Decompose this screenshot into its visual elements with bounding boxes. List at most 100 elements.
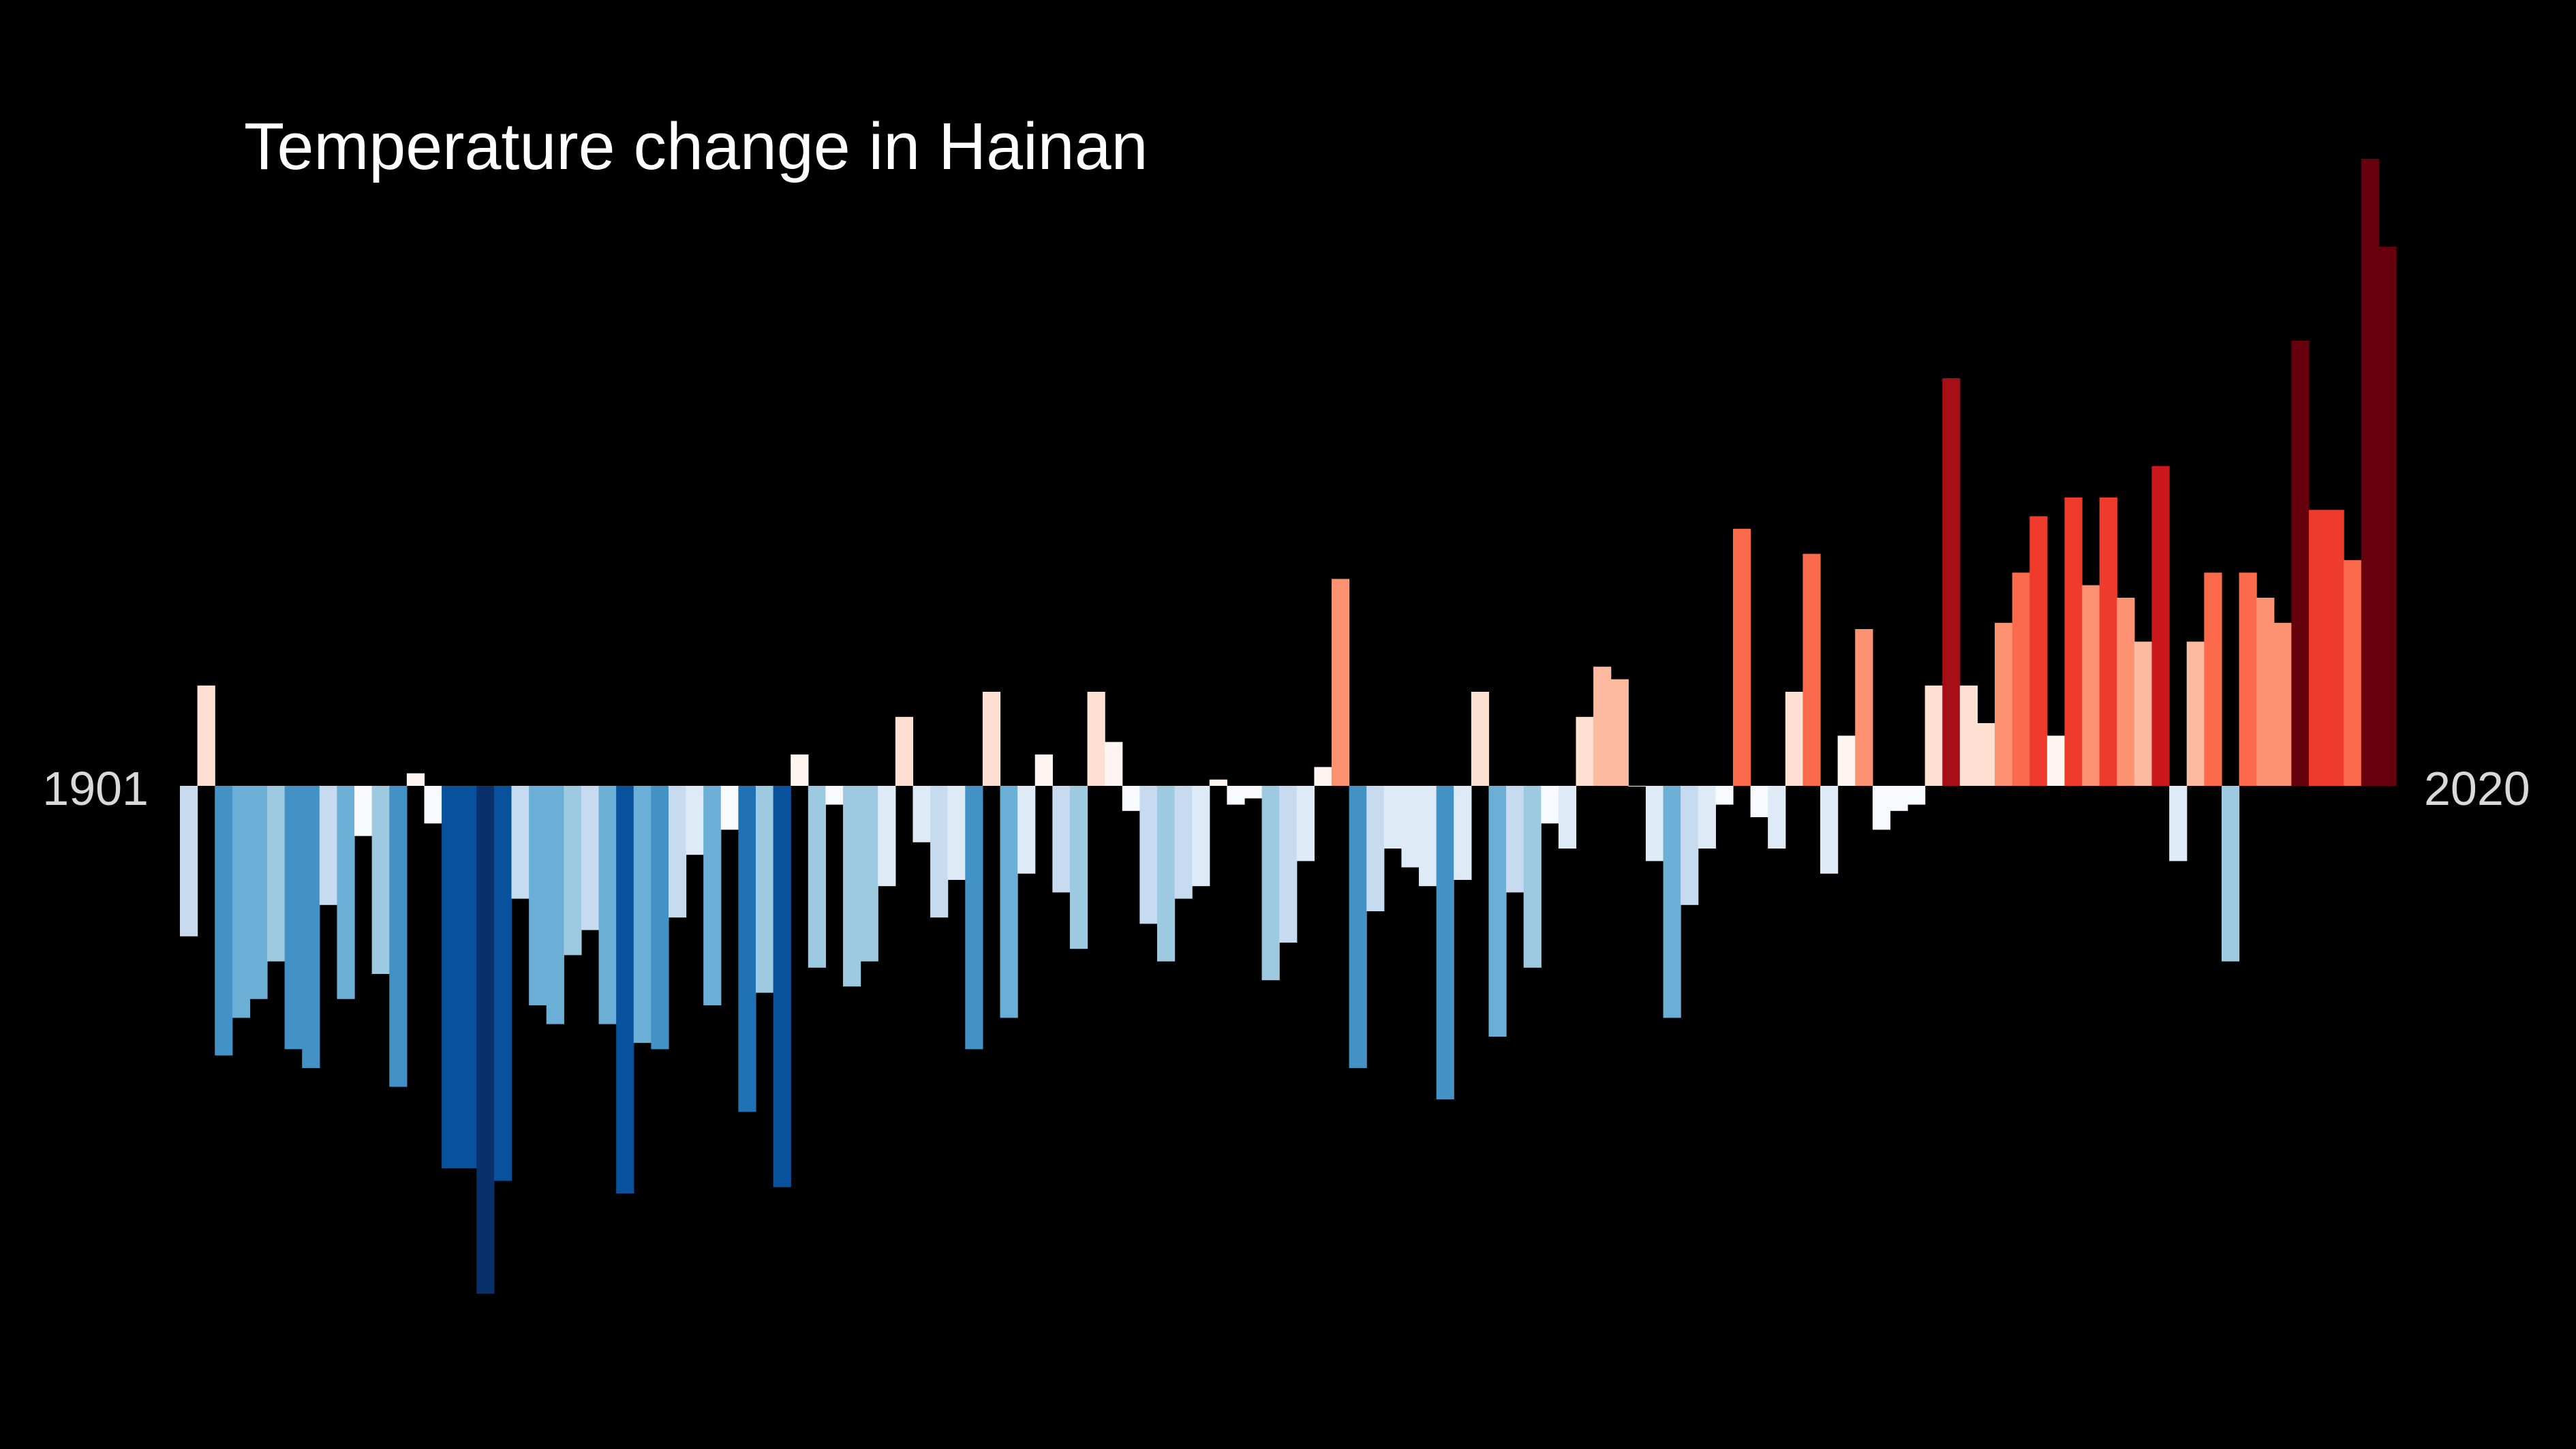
bar-1918 xyxy=(476,786,495,1294)
bar-1965 xyxy=(1296,786,1315,861)
bar-1925 xyxy=(598,786,617,1024)
bar-2025 xyxy=(2344,560,2362,786)
bar-1902 xyxy=(197,685,215,786)
bar-1959 xyxy=(1192,786,1210,887)
bar-1947 xyxy=(982,692,1001,786)
bar-1963 xyxy=(1261,786,1280,981)
bar-1983 xyxy=(1610,679,1629,786)
bar-2004 xyxy=(1977,723,1995,786)
bar-2005 xyxy=(1995,622,2013,786)
bar-1967 xyxy=(1332,579,1350,786)
bar-2020 xyxy=(2256,598,2275,786)
bar-1975 xyxy=(1471,692,1490,786)
bar-1985 xyxy=(1645,786,1664,861)
bar-1931 xyxy=(703,786,722,1005)
bar-1946 xyxy=(965,786,983,1050)
bar-1933 xyxy=(738,786,756,1112)
bar-1919 xyxy=(493,786,512,1181)
bar-2017 xyxy=(2204,573,2222,786)
bar-1943 xyxy=(913,786,931,842)
bar-1930 xyxy=(686,786,704,855)
bar-1903 xyxy=(215,786,233,1056)
bar-1957 xyxy=(1156,786,1176,962)
bar-2021 xyxy=(2273,622,2292,786)
bar-1988 xyxy=(1698,786,1716,849)
bar-2019 xyxy=(2239,573,2257,786)
bar-1968 xyxy=(1349,786,1367,1068)
bar-1942 xyxy=(895,716,914,786)
bar-1951 xyxy=(1052,786,1071,893)
bar-1920 xyxy=(511,786,530,899)
bar-1912 xyxy=(371,786,390,974)
bar-1993 xyxy=(1785,692,1803,786)
bar-1936 xyxy=(791,754,809,786)
bar-series xyxy=(180,159,2397,1294)
bar-1945 xyxy=(947,786,966,880)
bar-2003 xyxy=(1959,685,1978,786)
bar-1938 xyxy=(825,786,844,805)
bar-1972 xyxy=(1419,786,1437,887)
bar-1907 xyxy=(284,786,303,1050)
bar-2010 xyxy=(2082,585,2100,786)
bar-1970 xyxy=(1383,786,1402,849)
bar-1953 xyxy=(1087,692,1105,786)
bar-2014 xyxy=(2151,466,2170,786)
bar-1922 xyxy=(546,786,564,1024)
bar-1901 xyxy=(180,786,198,936)
bar-1998 xyxy=(1872,786,1891,830)
bar-1996 xyxy=(1837,735,1856,786)
bar-1987 xyxy=(1681,786,1699,905)
bar-1927 xyxy=(633,786,651,1043)
bar-2006 xyxy=(2012,573,2030,786)
bar-1962 xyxy=(1244,786,1263,799)
bar-1960 xyxy=(1209,779,1227,786)
bar-1948 xyxy=(1000,786,1018,1018)
bar-1908 xyxy=(302,786,320,1068)
bar-1955 xyxy=(1122,786,1140,811)
bar-1905 xyxy=(249,786,268,999)
bar-2024 xyxy=(2326,510,2344,786)
bar-1966 xyxy=(1314,767,1332,786)
bar-1910 xyxy=(337,786,355,999)
bar-2016 xyxy=(2186,641,2205,786)
bar-2023 xyxy=(2308,510,2327,786)
bar-2018 xyxy=(2221,786,2240,962)
bar-1928 xyxy=(651,786,669,1050)
bar-1990 xyxy=(1732,528,1751,786)
bar-2015 xyxy=(2169,786,2188,861)
bar-2026 xyxy=(2361,159,2379,786)
bar-2002 xyxy=(1942,378,1961,786)
bar-2011 xyxy=(2099,497,2117,786)
bar-1984 xyxy=(1628,786,1646,787)
bar-1935 xyxy=(773,786,791,1187)
bar-1909 xyxy=(319,786,338,905)
bar-1904 xyxy=(232,786,251,1018)
bar-1952 xyxy=(1069,786,1088,949)
bar-2008 xyxy=(2046,735,2066,786)
bar-1977 xyxy=(1506,786,1524,893)
bar-1954 xyxy=(1105,742,1123,786)
bar-1915 xyxy=(424,786,442,824)
chart-title: Temperature change in Hainan xyxy=(244,109,1148,183)
bar-1911 xyxy=(354,786,373,836)
bar-1982 xyxy=(1593,667,1612,786)
bar-1944 xyxy=(930,786,949,918)
bar-1969 xyxy=(1366,786,1385,911)
bar-1991 xyxy=(1750,786,1768,817)
bar-1949 xyxy=(1017,786,1036,874)
bar-1976 xyxy=(1488,786,1507,1037)
bar-1995 xyxy=(1820,786,1839,874)
bar-1914 xyxy=(406,773,425,786)
bar-1979 xyxy=(1541,786,1559,824)
bar-2001 xyxy=(1925,685,1943,786)
bar-1937 xyxy=(808,786,827,968)
bar-1974 xyxy=(1454,786,1472,880)
bar-1989 xyxy=(1715,786,1734,805)
bar-1924 xyxy=(581,786,600,930)
bar-2009 xyxy=(2064,497,2083,786)
bar-1906 xyxy=(267,786,286,962)
end-year-label: 2020 xyxy=(2424,762,2530,815)
bar-1916 xyxy=(442,786,460,1169)
bar-1932 xyxy=(720,786,739,830)
bar-2027 xyxy=(2378,246,2397,786)
